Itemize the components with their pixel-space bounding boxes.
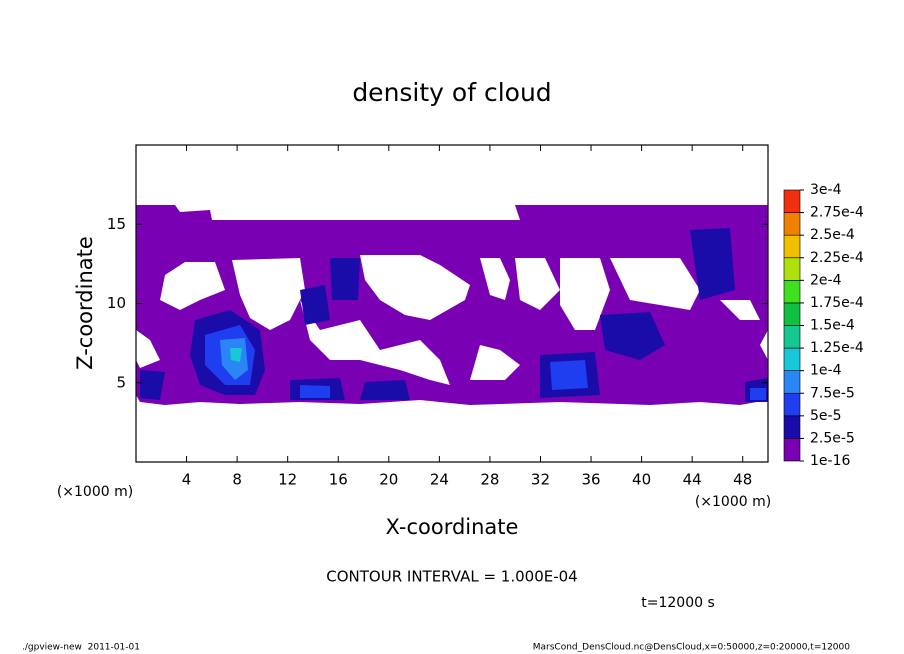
colorbar-box (783, 257, 801, 281)
x-tick-label: 48 (733, 471, 752, 489)
contour-interval: CONTOUR INTERVAL = 1.000E-04 (326, 568, 577, 586)
colorbar-box (783, 392, 801, 417)
x-unit-label: (×1000 m) (695, 494, 771, 510)
colorbar-label: 2.5e-5 (810, 430, 855, 446)
colorbar-label: 2.5e-4 (810, 227, 855, 243)
densest-core (230, 348, 242, 362)
colorbar-box (783, 212, 801, 236)
contour-field (136, 205, 768, 405)
colorbar-label: 1e-16 (810, 453, 850, 469)
footer-left: ./gpview-new 2011-01-01 (22, 643, 140, 653)
colorbar-box (783, 302, 801, 326)
colorbar-label: 1.25e-4 (810, 340, 864, 356)
colorbar-box (783, 325, 801, 349)
colorbar-box (783, 189, 801, 213)
x-tick-label: 16 (329, 471, 348, 489)
y-unit-label: (×1000 m) (57, 484, 133, 500)
x-tick-label: 4 (182, 471, 192, 489)
x-tick-label: 32 (531, 471, 550, 489)
footer-right: MarsCond_DensCloud.nc@DensCloud,x=0:5000… (533, 643, 850, 653)
x-tick-label: 40 (632, 471, 651, 489)
colorbar-box (783, 438, 801, 462)
colorbar-box (783, 280, 801, 304)
x-tick-label: 8 (232, 471, 242, 489)
chart-title: density of cloud (352, 78, 551, 107)
x-tick-label: 12 (278, 471, 297, 489)
colorbar-box (783, 415, 801, 439)
colorbar-label: 1e-4 (810, 363, 842, 379)
x-axis-label: X-coordinate (386, 515, 519, 539)
colorbar-label: 2.75e-4 (810, 205, 864, 221)
colorbar-box (783, 347, 801, 371)
colorbar-label: 1.75e-4 (810, 295, 864, 311)
time-label: t=12000 s (641, 595, 715, 611)
colorbar-box (783, 234, 801, 259)
colorbar-label: 7.5e-5 (810, 385, 855, 401)
colorbar-box (783, 370, 801, 394)
x-tick-label: 20 (379, 471, 398, 489)
x-tick-label: 44 (683, 471, 702, 489)
y-axis-label: Z-coordinate (73, 236, 97, 370)
x-tick-label: 28 (480, 471, 499, 489)
colorbar-label: 3e-4 (810, 182, 842, 198)
colorbar-label: 2e-4 (810, 272, 842, 288)
dense-cloud (140, 228, 768, 402)
colorbar-label: 5e-5 (810, 408, 841, 424)
clear-region (136, 255, 760, 385)
colorbar-label: 2.25e-4 (810, 250, 864, 266)
colorbar-label: 1.5e-4 (810, 318, 855, 334)
y-tick-label: 5 (116, 373, 126, 391)
y-tick-label: 15 (107, 215, 126, 233)
y-tick-label: 10 (107, 294, 126, 312)
x-tick-label: 24 (430, 471, 449, 489)
x-tick-label: 36 (581, 471, 600, 489)
